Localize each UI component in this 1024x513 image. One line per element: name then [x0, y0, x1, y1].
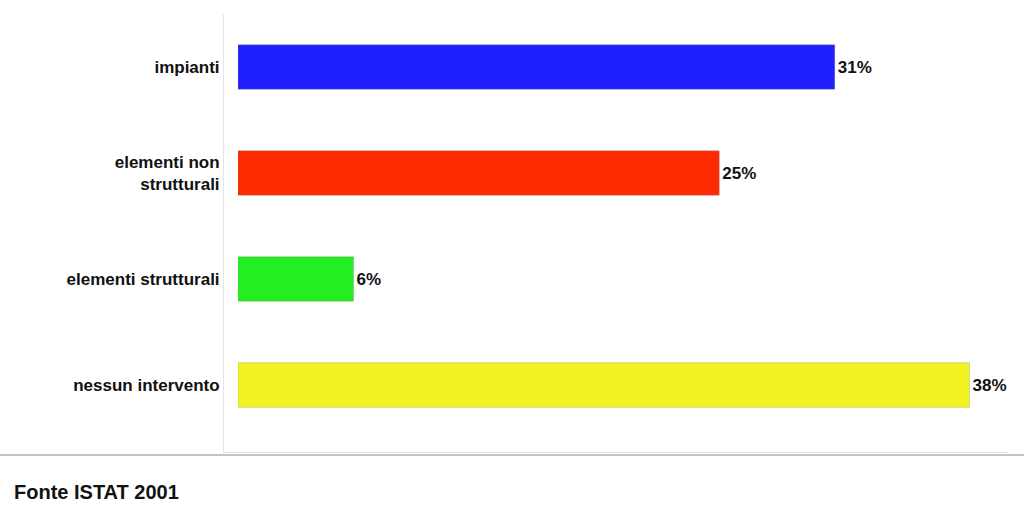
- svg-text:nessun intervento: nessun intervento: [73, 376, 219, 395]
- svg-text:6%: 6%: [357, 270, 382, 289]
- svg-text:25%: 25%: [722, 164, 756, 183]
- svg-text:Fonte ISTAT 2001: Fonte ISTAT 2001: [14, 481, 179, 503]
- svg-text:elementi nonstrutturali: elementi nonstrutturali: [115, 153, 220, 194]
- svg-text:impianti: impianti: [154, 58, 219, 77]
- svg-text:38%: 38%: [973, 376, 1007, 395]
- svg-text:31%: 31%: [838, 58, 872, 77]
- svg-text:elementi strutturali: elementi strutturali: [67, 270, 220, 289]
